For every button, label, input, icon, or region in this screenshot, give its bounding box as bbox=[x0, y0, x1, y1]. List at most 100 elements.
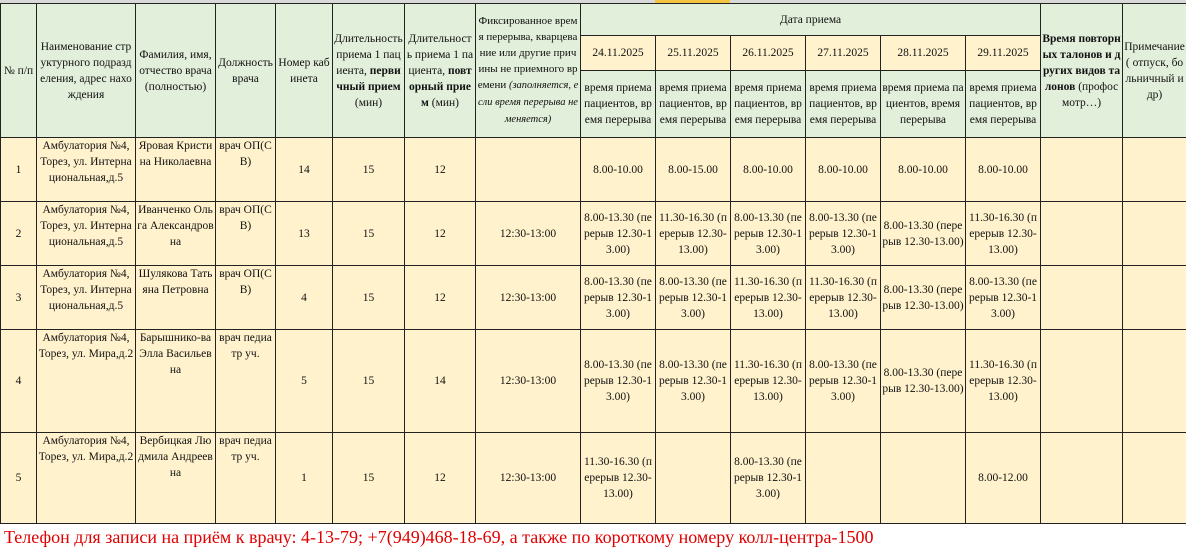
row-room: 5 bbox=[275, 329, 333, 433]
row-repeat-duration: 12 bbox=[404, 432, 476, 524]
row-schedule-cell: 8.00-13.30 (перерыв 12.30-13.00) bbox=[730, 201, 806, 266]
row-repeat-tickets bbox=[1040, 329, 1124, 433]
row-room: 13 bbox=[275, 201, 333, 266]
row-schedule-cell: 8.00-13.30 (перерыв 12.30-13.00) bbox=[805, 329, 881, 433]
row-repeat-tickets bbox=[1040, 265, 1124, 330]
row-schedule-cell bbox=[655, 432, 731, 524]
header-break-note: (заполняется, если время перерыва не мен… bbox=[478, 80, 579, 125]
row-primary-duration: 15 bbox=[332, 432, 405, 524]
table-row: 2 Амбулатория №4, Торез, ул. Интернациона… bbox=[0, 201, 1186, 266]
header-date-sub: время приема пациентов, время перерыва bbox=[880, 70, 966, 138]
row-schedule-cell: 8.00-13.30 (перерыв 12.30-13.00) bbox=[580, 265, 656, 330]
row-note bbox=[1122, 265, 1186, 330]
row-break-time: 12:30-13:00 bbox=[475, 201, 581, 266]
row-schedule-cell bbox=[805, 432, 881, 524]
row-schedule-cell: 11.30-16.30 (перерыв 12.30-13.00) bbox=[580, 432, 656, 524]
row-doctor-name: Барышнико-ва Элла Васильевна bbox=[135, 329, 216, 433]
row-unit: Амбулатория №4, Торез, ул. Интернационал… bbox=[36, 201, 136, 266]
row-num: 3 bbox=[0, 265, 37, 330]
row-repeat-duration: 12 bbox=[404, 137, 476, 202]
row-doctor-name: Вербицкая Людмила Андреевна bbox=[135, 432, 216, 524]
row-position: врач педиатр уч. bbox=[215, 432, 276, 524]
row-schedule-cell: 8.00-10.00 bbox=[580, 137, 656, 202]
header-date-group: Дата приема bbox=[579, 3, 1042, 36]
row-repeat-tickets bbox=[1040, 201, 1124, 266]
row-num: 5 bbox=[0, 432, 37, 524]
header-repeat-tickets-bold: Время повторных талонов и других видов т… bbox=[1042, 32, 1121, 93]
header-date: 29.11.2025 bbox=[964, 35, 1042, 71]
row-schedule-cell: 8.00-10.00 bbox=[880, 137, 966, 202]
header-primary-post: (мин) bbox=[354, 96, 383, 109]
header-position: Должность врача bbox=[215, 3, 276, 138]
row-position: врач ОП(СВ) bbox=[215, 265, 276, 330]
row-doctor-name: Иванченко Ольга Александровна bbox=[135, 201, 216, 266]
row-schedule-cell: 8.00-13.30 (перерыв 12.30-13.00) bbox=[880, 329, 966, 433]
header-repeat-duration: Длительность приема 1 пациента, повторны… bbox=[404, 3, 476, 138]
header-date: 27.11.2025 bbox=[805, 35, 881, 71]
table-row: 3 Амбулатория №4, Торез, ул. Интернациона… bbox=[0, 265, 1186, 330]
row-room: 1 bbox=[275, 432, 333, 524]
header-date: 25.11.2025 bbox=[655, 35, 731, 71]
row-break-time: 12:30-13:00 bbox=[475, 329, 581, 433]
row-schedule-cell: 8.00-10.00 bbox=[730, 137, 806, 202]
header-primary-duration: Длительность приема 1 пациента, первичны… bbox=[332, 3, 405, 138]
row-primary-duration: 15 bbox=[332, 265, 405, 330]
row-unit: Амбулатория №4, Торез, ул. Интернационал… bbox=[36, 137, 136, 202]
row-room: 4 bbox=[275, 265, 333, 330]
row-repeat-tickets bbox=[1040, 137, 1124, 202]
row-break-time bbox=[475, 137, 581, 202]
row-note bbox=[1122, 137, 1186, 202]
row-schedule-cell: 8.00-10.00 bbox=[964, 137, 1042, 202]
row-schedule-cell: 11.30-16.30 (перерыв 12.30-13.00) bbox=[655, 201, 731, 266]
header-date: 26.11.2025 bbox=[730, 35, 806, 71]
row-position: врач ОП(СВ) bbox=[215, 137, 276, 202]
row-schedule-cell: 8.00-13.30 (перерыв 12.30-13.00) bbox=[880, 265, 966, 330]
row-schedule-cell bbox=[880, 432, 966, 524]
row-position: врач педиатр уч. bbox=[215, 329, 276, 433]
row-num: 2 bbox=[0, 201, 37, 266]
row-schedule-cell: 8.00-13.30 (перерыв 12.30-13.00) bbox=[580, 329, 656, 433]
row-unit: Амбулатория №4, Торез, ул. Мира,д.2 bbox=[36, 432, 136, 524]
table-row: 5 Амбулатория №4, Торез, ул. Мира,д.2 Верб… bbox=[0, 432, 1186, 524]
row-position: врач ОП(СВ) bbox=[215, 201, 276, 266]
header-date-sub: время приема пациентов, время перерыва bbox=[580, 70, 656, 138]
row-repeat-duration: 12 bbox=[404, 265, 476, 330]
header-name: Фамилия, имя, отчество врача (полностью) bbox=[135, 3, 216, 138]
row-schedule-cell: 8.00-13.30 (перерыв 12.30-13.00) bbox=[880, 201, 966, 266]
row-note bbox=[1122, 329, 1186, 433]
row-unit: Амбулатория №4, Торез, ул. Интернационал… bbox=[36, 265, 136, 330]
row-repeat-duration: 14 bbox=[404, 329, 476, 433]
row-doctor-name: Шулякова Татьяна Петровна bbox=[135, 265, 216, 330]
header-repeat-bold: повторный прием bbox=[408, 64, 472, 109]
row-schedule-cell: 11.30-16.30 (перерыв 12.30-13.00) bbox=[964, 201, 1042, 266]
header-num: № п/п bbox=[0, 3, 37, 138]
row-schedule-cell: 8.00-12.00 bbox=[964, 432, 1042, 524]
row-primary-duration: 15 bbox=[332, 329, 405, 433]
header-unit: Наименование структурного подразделения,… bbox=[36, 3, 136, 138]
row-room: 14 bbox=[275, 137, 333, 202]
header-date: 24.11.2025 bbox=[580, 35, 656, 71]
row-num: 1 bbox=[0, 137, 37, 202]
table-row: 1 Амбулатория №4, Торез, ул. Интернациона… bbox=[0, 137, 1186, 202]
header-primary-pre: Длительность приема 1 пациента, bbox=[334, 32, 403, 77]
row-primary-duration: 15 bbox=[332, 137, 405, 202]
row-break-time: 12:30-13:00 bbox=[475, 432, 581, 524]
header-repeat-tickets: Время повторных талонов и других видов т… bbox=[1040, 3, 1124, 138]
row-schedule-cell: 8.00-13.30 (перерыв 12.30-13.00) bbox=[580, 201, 656, 266]
header-date-sub: время приема пациентов, время перерыва bbox=[805, 70, 881, 138]
row-schedule-cell: 11.30-16.30 (перерыв 12.30-13.00) bbox=[730, 329, 806, 433]
row-primary-duration: 15 bbox=[332, 201, 405, 266]
header-break-main: Фиксированное время перерыва, кварцевани… bbox=[477, 15, 578, 91]
row-num: 4 bbox=[0, 329, 37, 433]
header-repeat-post: (мин) bbox=[431, 96, 459, 109]
row-break-time: 12:30-13:00 bbox=[475, 265, 581, 330]
row-schedule-cell: 8.00-13.30 (перерыв 12.30-13.00) bbox=[655, 329, 731, 433]
row-schedule-cell: 11.30-16.30 (перерыв 12.30-13.00) bbox=[805, 265, 881, 330]
header-date-sub: время приема пациентов, время перерыва bbox=[655, 70, 731, 138]
row-repeat-tickets bbox=[1040, 432, 1124, 524]
footer-phone-info: Телефон для записи на приём к врачу: 4-1… bbox=[4, 527, 874, 547]
header-repeat-pre: Длительность приема 1 пациента, bbox=[406, 32, 474, 77]
row-schedule-cell: 8.00-13.30 (перерыв 12.30-13.00) bbox=[964, 265, 1042, 330]
row-schedule-cell: 8.00-15.00 bbox=[655, 137, 731, 202]
column-header-strip bbox=[0, 0, 1186, 3]
